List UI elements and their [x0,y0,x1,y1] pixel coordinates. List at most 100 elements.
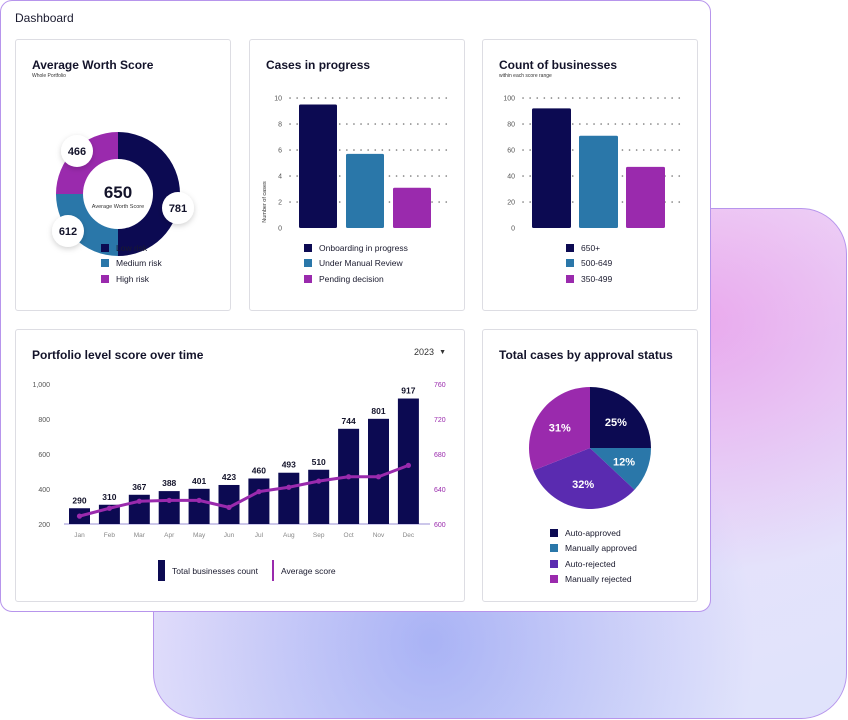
legend-label: Auto-approved [565,527,621,538]
bar-value-label: 310 [102,492,116,502]
legend-item: Medium risk [101,256,162,272]
cases-bar-chart: Number of cases 0 2 4 6 8 10 [262,96,451,233]
average-score-point [106,505,112,511]
legend-swatch [550,544,558,553]
legend-label: Manually rejected [565,574,632,585]
legend-swatch [101,243,109,252]
legend-item: Manually approved [550,541,637,557]
x-tick-label: May [193,532,206,539]
average-score-point [226,504,232,510]
bar-sep [308,469,330,524]
pie-slice-manually-rejected [529,387,590,471]
legend-item: Onboarding in progress [304,240,408,256]
legend-label: Under Manual Review [319,258,403,269]
bar-value-label: 460 [252,466,266,476]
y-tick-label: 200 [38,522,50,529]
pie-value-label: 12% [613,456,635,468]
legend-item: Auto-approved [550,525,637,541]
count-title: Count of businesses [499,58,618,72]
y-tick-label: 100 [503,96,515,103]
average-score-point [256,489,262,495]
bar-value-label: 801 [371,406,385,416]
bubble-high: 466 [61,135,93,167]
y-tick-label: 10 [274,96,282,103]
approval-title: Total cases by approval status [499,348,673,362]
average-score-point [375,474,382,480]
worth-legend: Low risk Medium risk High risk [101,240,162,287]
bar-apr [158,491,180,524]
portfolio-title: Portfolio level score over time [32,348,204,362]
cases-legend: Onboarding in progress Under Manual Revi… [304,240,408,287]
bar-value-label: 401 [192,476,206,486]
count-bar-chart: 0 20 40 60 80 100 [503,96,684,233]
pie-slice-auto-approved [590,387,651,448]
worth-center-label: Average Worth Score [92,204,144,210]
bar-under-manual-review [346,153,384,228]
count-legend: 650+ 500-649 350-499 [566,240,612,287]
bar-jul [248,478,270,524]
legend-item: 500-649 [566,256,612,272]
cases-ylabel: Number of cases [262,181,268,223]
legend-item: Pending decision [304,271,408,287]
pie-slice-auto-rejected [533,448,635,509]
average-score-point [196,497,202,503]
bar-350-499 [626,166,665,228]
legend-label: High risk [116,273,150,284]
bar-value-label: 423 [222,472,236,482]
average-score-point [76,513,83,519]
legend-swatch [304,274,312,283]
bar-value-label: 493 [282,460,296,470]
worth-score-card: Average Worth Score Whole Portfolio 650 … [15,39,231,311]
legend-label: Onboarding in progress [319,242,408,253]
legend-label: Low risk [116,242,148,253]
average-score-point [136,498,142,504]
portfolio-combo-chart: 200 400 600 800 1,000 600 640 680 720 760 290 Jan 31… [32,382,446,539]
x-tick-label: Nov [373,532,385,539]
bar-pending-decision [393,187,431,228]
legend-bar-swatch [158,560,165,581]
legend-swatch [550,559,558,568]
y-tick-label: 20 [507,200,515,207]
portfolio-card: Portfolio level score over time 2023 ▼ 2… [15,329,465,602]
y-tick-label: 1,000 [32,382,50,389]
x-tick-label: Jul [255,532,264,539]
pie-value-label: 25% [605,417,627,429]
bar-value-label: 744 [342,416,356,426]
legend-item: Low risk [101,240,162,256]
y-tick-label: 40 [507,174,515,181]
worth-donut-chart: 650 Average Worth Score 466 781 612 [52,132,194,256]
legend-swatch [566,259,574,268]
x-tick-label: Dec [403,532,415,539]
x-tick-label: Oct [344,532,354,539]
y-tick-label: 80 [507,122,515,129]
bar-value-label: 388 [162,478,176,488]
x-tick-label: Feb [104,532,116,539]
donut-slice-medium-risk [56,194,118,256]
y-tick-label: 400 [38,487,50,494]
y2-tick-label: 600 [434,522,446,529]
bar-jun [218,484,240,524]
bar-onboarding-in-progress [299,104,337,228]
x-tick-label: Apr [164,532,175,539]
legend-line-swatch [272,560,274,581]
bar-nov [368,418,389,524]
bar-650- [532,108,571,228]
bubble-high-label: 466 [68,146,86,158]
bubble-low: 781 [162,192,194,224]
y2-tick-label: 760 [434,382,446,389]
worth-score-subtitle: Whole Portfolio [32,73,66,79]
legend-item: 650+ [566,240,612,256]
approval-legend: Auto-approved Manually approved Auto-rej… [550,525,637,587]
y2-tick-label: 720 [434,417,446,424]
legend-item: Manually rejected [550,572,637,588]
year-select[interactable]: 2023 ▼ [414,347,446,357]
legend-item: Auto-rejected [550,556,637,572]
y-tick-label: 0 [278,226,282,233]
bubble-medium: 612 [52,215,84,247]
approval-pie-chart: 25% 12% 32% 31% [529,387,651,509]
portfolio-legend: Total businesses count Average score [158,560,336,581]
average-score-line [79,463,409,518]
x-tick-label: Aug [283,532,295,539]
legend-label: 500-649 [581,258,613,269]
legend-item: High risk [101,271,162,287]
